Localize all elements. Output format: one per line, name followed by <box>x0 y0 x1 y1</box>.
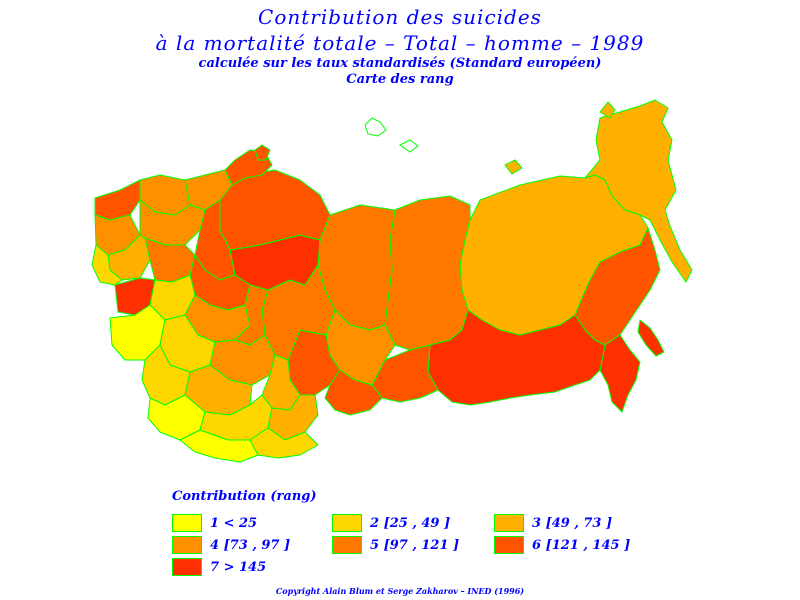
subtitle-line-2: Carte des rang <box>346 72 454 87</box>
title-line-2: à la mortalité totale – Total – homme – … <box>155 31 645 55</box>
map-region <box>599 334 641 413</box>
legend-title: Contribution (rang) <box>172 489 317 504</box>
map-region <box>504 159 523 175</box>
map-region <box>254 144 271 161</box>
map-region <box>599 101 616 119</box>
map-region <box>324 369 383 416</box>
map-region <box>384 195 471 351</box>
title-block: Contribution des suicides à la mortalité… <box>0 4 800 88</box>
map-region <box>574 227 661 346</box>
map-region <box>249 427 319 459</box>
map-region <box>94 179 141 221</box>
map-islands <box>399 139 419 153</box>
subtitle-line-1: calculée sur les taux standardisés (Stan… <box>198 56 602 71</box>
map-region <box>427 309 606 406</box>
map-region <box>91 244 123 286</box>
map-islands <box>364 117 387 137</box>
copyright-text: Copyright Alain Blum et Serge Zakharov –… <box>275 586 525 596</box>
title-line-1: Contribution des suicides <box>258 5 542 29</box>
map-region <box>144 237 196 283</box>
map-region <box>637 319 665 357</box>
